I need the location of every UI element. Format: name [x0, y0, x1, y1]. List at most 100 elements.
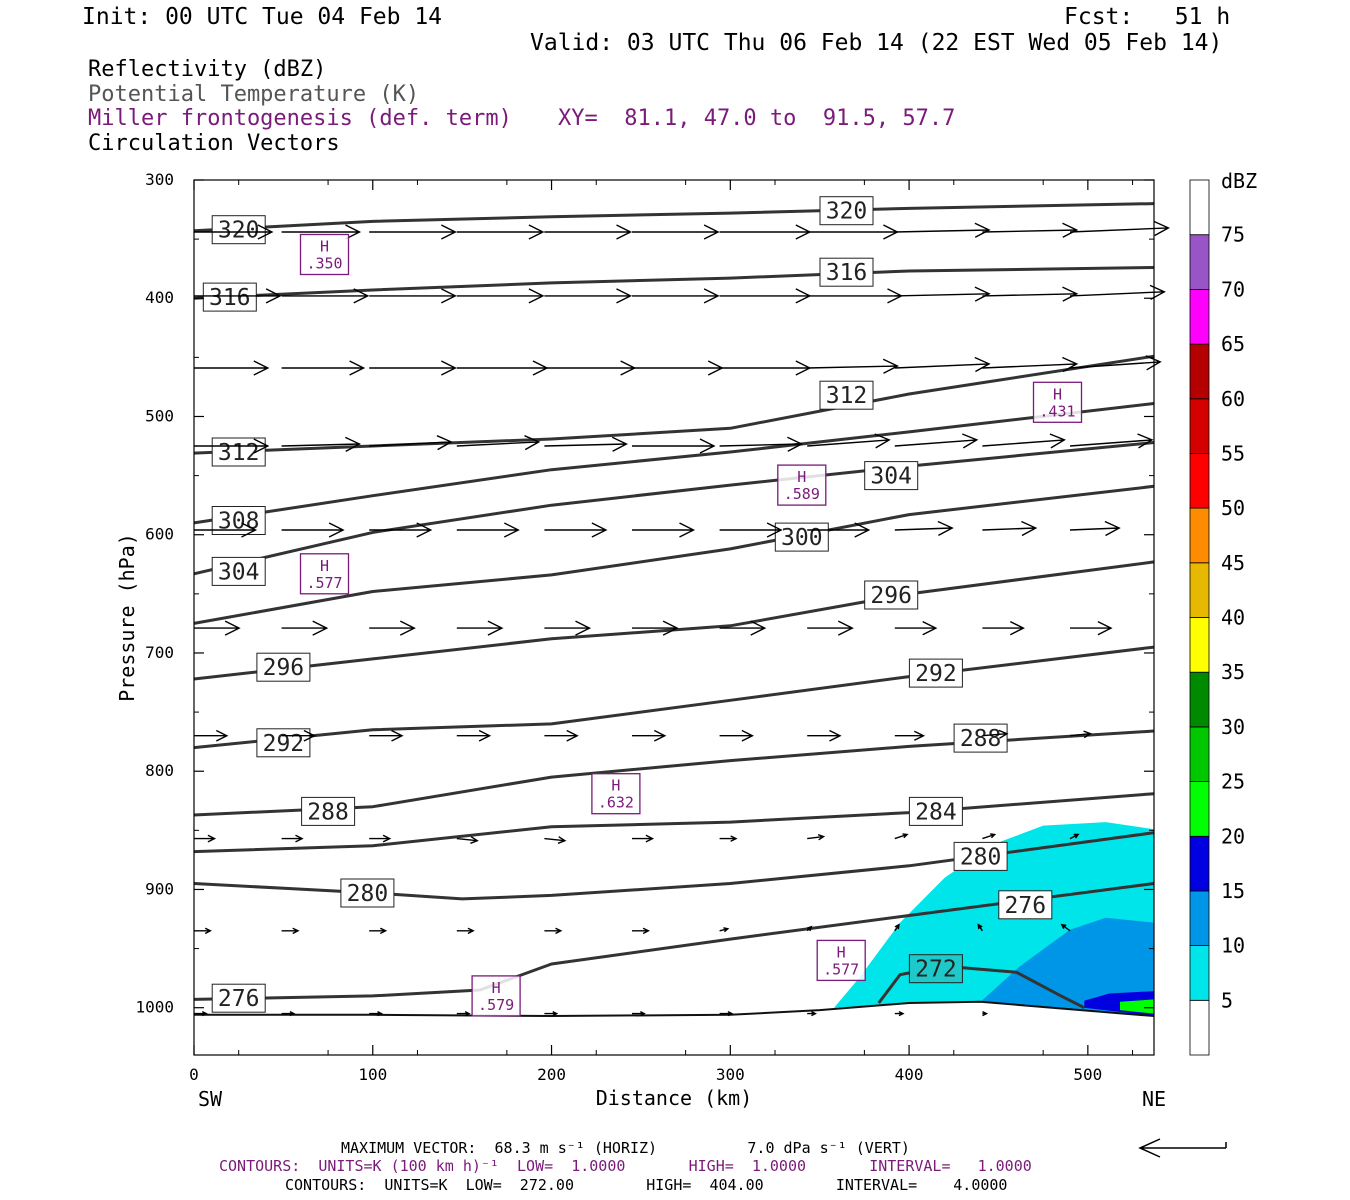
- circulation-vector-0-10: [1069, 220, 1170, 237]
- reflectivity-area-10dbz: [980, 917, 1154, 1016]
- fronto-max-box-5: [816, 939, 866, 982]
- colorbar-band-8: [1189, 562, 1210, 618]
- theta-contour-312: [193, 354, 1155, 455]
- circulation-vector-7-3: [456, 836, 479, 844]
- colorbar-band-13: [1189, 288, 1210, 345]
- circulation-vector-9-9: [982, 1010, 989, 1017]
- fronto-max-box-4: [591, 773, 641, 815]
- field-vectors: Circulation Vectors: [88, 131, 340, 156]
- circulation-vector-5-6: [719, 620, 767, 636]
- circulation-vector-4-7: [807, 522, 871, 538]
- circulation-vector-8-7: [806, 925, 813, 932]
- circulation-vector-4-4: [544, 522, 608, 538]
- circulation-vector-1-6: [719, 288, 812, 304]
- theta-label-box-280-1: [953, 841, 1008, 871]
- theta-label-288-1: 288: [960, 726, 1002, 752]
- circulation-vector-5-3: [456, 620, 504, 636]
- fronto-max-label-0: H: [320, 237, 329, 255]
- circulation-vector-1-3: [456, 288, 545, 304]
- circulation-vector-4-9: [982, 520, 1038, 537]
- theta-label-box-276-0: [211, 983, 266, 1013]
- circulation-vector-7-10: [1069, 833, 1080, 840]
- theta-label-312-1: 312: [826, 383, 868, 409]
- circulation-vector-7-1: [281, 834, 304, 843]
- colorbar-band-12: [1189, 343, 1210, 400]
- circulation-vector-0-9: [982, 222, 1079, 238]
- colorbar-label-25: 25: [1221, 770, 1245, 794]
- footer-max-vector: MAXIMUM VECTOR: 68.3 m s⁻¹ (HORIZ) 7.0 d…: [341, 1139, 910, 1157]
- circulation-vector-0-2: [369, 224, 457, 240]
- circulation-vector-7-4: [544, 836, 567, 844]
- theta-contour-308: [193, 402, 1155, 525]
- circulation-vector-2-4: [544, 360, 637, 376]
- circulation-vector-5-0: [194, 620, 241, 636]
- circulation-vector-6-9: [982, 729, 1009, 739]
- colorbar-label-60: 60: [1221, 387, 1245, 411]
- x-tick-label-500: 500: [1073, 1065, 1102, 1084]
- fronto-max-box-3: [299, 553, 350, 595]
- circulation-vector-3-7: [807, 433, 891, 449]
- field-frontogenesis: Miller frontogenesis (def. term): [88, 106, 512, 131]
- circulation-vector-9-3: [456, 1010, 471, 1017]
- reflectivity-area-20dbz: [1120, 999, 1154, 1014]
- circulation-vector-0-1: [281, 224, 362, 240]
- theta-label-box-300-0: [774, 522, 829, 552]
- circulation-vector-1-5: [632, 288, 720, 304]
- theta-label-284-0: 284: [915, 799, 957, 825]
- circulation-vector-4-0: [194, 522, 258, 538]
- colorbar-label-15: 15: [1221, 879, 1245, 903]
- circulation-vector-8-4: [544, 927, 563, 935]
- theta-label-292-0: 292: [263, 731, 305, 757]
- theta-label-box-280-0: [340, 878, 395, 908]
- circulation-vector-4-3: [456, 522, 520, 538]
- circulation-vector-1-10: [1069, 284, 1166, 301]
- circulation-vector-1-7: [807, 288, 904, 304]
- circulation-vector-3-4: [544, 436, 628, 452]
- circulation-vector-7-6: [719, 835, 738, 842]
- x-tick-label-400: 400: [895, 1065, 924, 1084]
- circulation-vector-5-2: [369, 620, 416, 636]
- circulation-vector-1-9: [982, 286, 1079, 302]
- plot-frame: [193, 179, 1155, 1056]
- theta-contour-320: [193, 202, 1155, 233]
- colorbar-band-2: [1189, 890, 1210, 947]
- circulation-vector-2-3: [456, 360, 549, 376]
- colorbar-band-7: [1189, 617, 1210, 673]
- theta-label-312-0: 312: [218, 440, 260, 466]
- circulation-vector-7-7: [807, 833, 826, 841]
- y-tick-label-600: 600: [145, 525, 174, 544]
- circulation-vector-3-0: [194, 438, 270, 454]
- x-tick-label-100: 100: [358, 1065, 387, 1084]
- theta-label-316-0: 316: [209, 285, 251, 311]
- circulation-vector-5-8: [894, 620, 938, 636]
- circulation-vector-1-4: [544, 288, 633, 304]
- fronto-max-box-0: [299, 233, 350, 276]
- fronto-max-box-6: [471, 975, 521, 1017]
- circulation-vector-7-9: [982, 833, 997, 840]
- y-tick-label-800: 800: [145, 761, 174, 780]
- circulation-vector-4-8: [894, 520, 954, 537]
- field-reflectivity: Reflectivity (dBZ): [88, 57, 327, 82]
- y-tick-label-300: 300: [145, 170, 174, 189]
- colorbar-band-4: [1189, 781, 1210, 837]
- theta-label-box-284-0: [908, 796, 963, 826]
- y-tick-label-900: 900: [145, 879, 174, 898]
- terrain-mask: [194, 1001, 1154, 1055]
- colorbar-label-45: 45: [1221, 551, 1245, 575]
- y-tick-label-400: 400: [145, 288, 174, 307]
- circulation-vector-4-2: [369, 522, 433, 538]
- circulation-vector-2-7: [807, 358, 899, 374]
- fronto-max-label-1: H: [1053, 385, 1062, 403]
- colorbar-band-0: [1189, 999, 1210, 1056]
- x-end-label-right: NE: [1142, 1087, 1166, 1111]
- circulation-vector-6-6: [719, 729, 754, 742]
- x-axis-label: Distance (km): [596, 1086, 753, 1110]
- valid-time: Valid: 03 UTC Thu 06 Feb 14 (22 EST Wed …: [530, 30, 1223, 56]
- colorbar-unit: dBZ: [1221, 169, 1257, 193]
- circulation-vector-9-2: [369, 1010, 384, 1017]
- reference-vector-arrow: [1138, 1138, 1227, 1158]
- colorbar-band-14: [1189, 234, 1210, 290]
- colorbar-label-70: 70: [1221, 277, 1245, 301]
- theta-label-304-0: 304: [218, 559, 260, 585]
- colorbar-band-10: [1189, 452, 1210, 509]
